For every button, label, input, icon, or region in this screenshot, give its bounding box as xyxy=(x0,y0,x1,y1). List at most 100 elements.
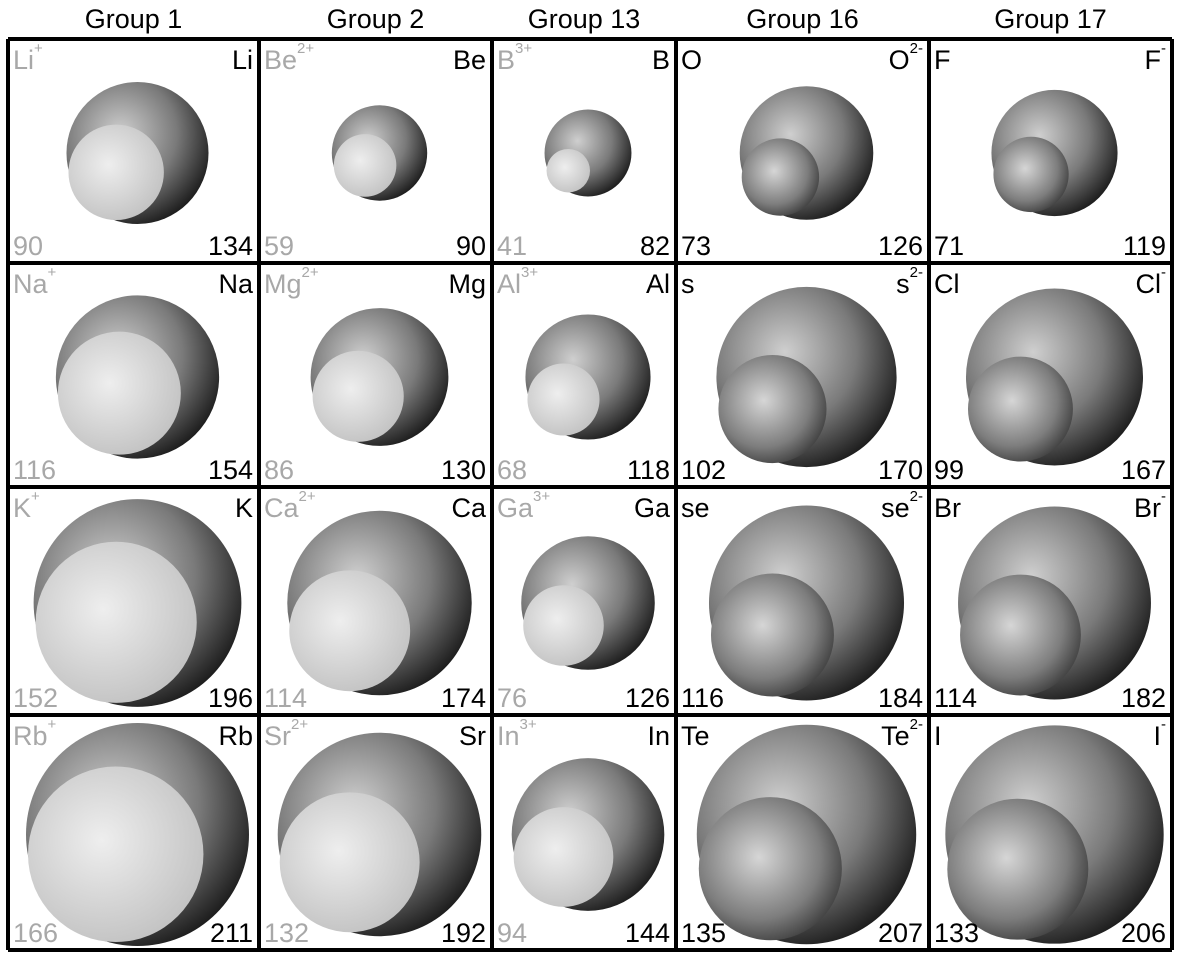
spheres-li xyxy=(66,81,209,225)
ion-symbol: Mg2+ xyxy=(264,265,319,299)
ion-radius: 116 xyxy=(13,455,56,485)
ion-sphere-ga xyxy=(523,585,604,666)
ion-symbol-charge: 2+ xyxy=(298,488,316,505)
atom-radius-text: 154 xyxy=(207,455,253,485)
atom-symbol-text: Li xyxy=(231,45,253,75)
ion-symbol-text: Br xyxy=(1134,493,1161,523)
atom-symbol: Na xyxy=(218,269,253,299)
ion-symbol-text: Al xyxy=(497,269,522,299)
atom-symbol: F xyxy=(934,45,951,75)
atom-symbol: K xyxy=(235,493,253,523)
atom-symbol-text: Al xyxy=(645,269,670,299)
atom-radius-text: 174 xyxy=(440,683,486,713)
ion-symbol-charge: 2+ xyxy=(301,264,319,281)
ion-symbol-charge: 2- xyxy=(909,488,923,505)
cell-mg: Mg2+ Mg 86 130 xyxy=(259,263,492,487)
ion-symbol: K+ xyxy=(13,489,40,523)
ion-symbol-text: s xyxy=(896,269,910,299)
cell-s: s s2- 102 170 xyxy=(676,263,929,487)
ion-sphere-rb xyxy=(28,766,204,942)
atom-radius: 90 xyxy=(456,231,486,261)
spheres-te xyxy=(696,724,917,945)
ion-radius-text: 90 xyxy=(13,231,44,261)
group-header-1: Group 1 xyxy=(84,4,183,34)
group-header-5: Group 17 xyxy=(994,4,1107,34)
spheres-f xyxy=(991,89,1118,217)
ion-radius: 86 xyxy=(264,455,294,485)
atom-radius-text: 134 xyxy=(207,231,253,261)
ion-symbol-text: se xyxy=(881,493,910,523)
ion-symbol-text: Li xyxy=(13,45,35,75)
group-headers: Group 1 Group 2 Group 13 Group 16 Group 17 xyxy=(0,0,1179,38)
atom-radius: 154 xyxy=(208,455,253,485)
ion-radius: 59 xyxy=(264,231,294,261)
atom-sphere-i xyxy=(947,798,1089,940)
atom-radius-text: 114 xyxy=(934,683,978,713)
ion-radius-text: 59 xyxy=(264,231,295,261)
cell-li: Li+ Li 90 134 xyxy=(8,39,259,263)
ion-sphere-ca xyxy=(289,570,411,692)
ion-radius: 182 xyxy=(1121,683,1166,713)
atom-radius-text: 192 xyxy=(440,918,486,948)
ion-radius-text: 132 xyxy=(264,918,310,948)
spheres-al xyxy=(525,314,651,440)
ion-symbol-text: Sr xyxy=(264,721,291,751)
ion-symbol-charge: 2+ xyxy=(297,40,315,57)
cell-cl: Cl Cl- 99 167 xyxy=(929,263,1172,487)
ion-symbol-charge: - xyxy=(1161,716,1166,733)
atom-symbol-text: Sr xyxy=(459,721,486,751)
ion-radius: 170 xyxy=(878,455,923,485)
ion-radius-text: 76 xyxy=(497,683,528,713)
atom-radius-text: 116 xyxy=(681,683,725,713)
cell-rb: Rb+ Rb 166 211 xyxy=(8,715,259,950)
cell-sr: Sr2+ Sr 132 192 xyxy=(259,715,492,950)
ion-sphere-in xyxy=(513,807,614,907)
ion-radius-text: 166 xyxy=(13,918,59,948)
atom-radius: 130 xyxy=(441,455,486,485)
atom-symbol-text: Mg xyxy=(448,269,486,299)
ion-symbol-charge: 2- xyxy=(909,264,923,281)
atom-sphere-cl xyxy=(967,356,1073,462)
ion-radius-text: 86 xyxy=(264,455,295,485)
spheres-be xyxy=(331,105,428,201)
cell-o: O O2- 73 126 xyxy=(676,39,929,263)
ion-sphere-k xyxy=(35,541,197,703)
spheres-ca xyxy=(287,510,472,696)
atom-symbol: Cl xyxy=(934,269,960,299)
atom-radius-text: 133 xyxy=(934,918,980,948)
ion-radius-text: 206 xyxy=(1120,918,1166,948)
ion-sphere-al xyxy=(527,363,600,436)
cell-f: F F- 71 119 xyxy=(929,39,1172,263)
ion-symbol: Rb+ xyxy=(13,717,56,751)
atom-symbol-text: s xyxy=(681,269,695,299)
ion-radius-text: 152 xyxy=(13,683,59,713)
atom-symbol-text: Na xyxy=(218,269,253,299)
ion-radius: 152 xyxy=(13,683,58,713)
atom-symbol: Te xyxy=(681,721,710,751)
ion-sphere-mg xyxy=(312,350,404,442)
atom-radius-text: 71 xyxy=(934,231,965,261)
ion-symbol: se2- xyxy=(881,489,923,523)
cell-in: In3+ In 94 144 xyxy=(492,715,676,950)
ion-symbol-charge: + xyxy=(47,716,57,733)
atom-radius-text: 118 xyxy=(626,455,670,485)
spheres-o xyxy=(739,86,874,220)
ion-radius-text: 170 xyxy=(877,455,923,485)
atom-symbol: Ca xyxy=(451,493,486,523)
ion-radius: 41 xyxy=(497,231,527,261)
ion-symbol: Br- xyxy=(1134,489,1166,523)
atom-symbol-text: Be xyxy=(452,45,486,75)
group-header-2: Group 2 xyxy=(326,4,425,34)
atom-sphere-se xyxy=(710,573,834,697)
atom-symbol: Sr xyxy=(459,721,486,751)
ion-symbol-text: B xyxy=(497,45,516,75)
atom-symbol-text: B xyxy=(651,45,670,75)
ion-radius-text: 116 xyxy=(13,455,57,485)
ion-radius-text: 68 xyxy=(497,455,528,485)
atom-symbol: O xyxy=(681,45,702,75)
atom-symbol-text: Br xyxy=(934,493,961,523)
spheres-na xyxy=(55,295,220,459)
atom-symbol-text: Ca xyxy=(451,493,486,523)
ion-symbol-text: F xyxy=(1144,45,1162,75)
ion-symbol-text: Mg xyxy=(264,269,302,299)
